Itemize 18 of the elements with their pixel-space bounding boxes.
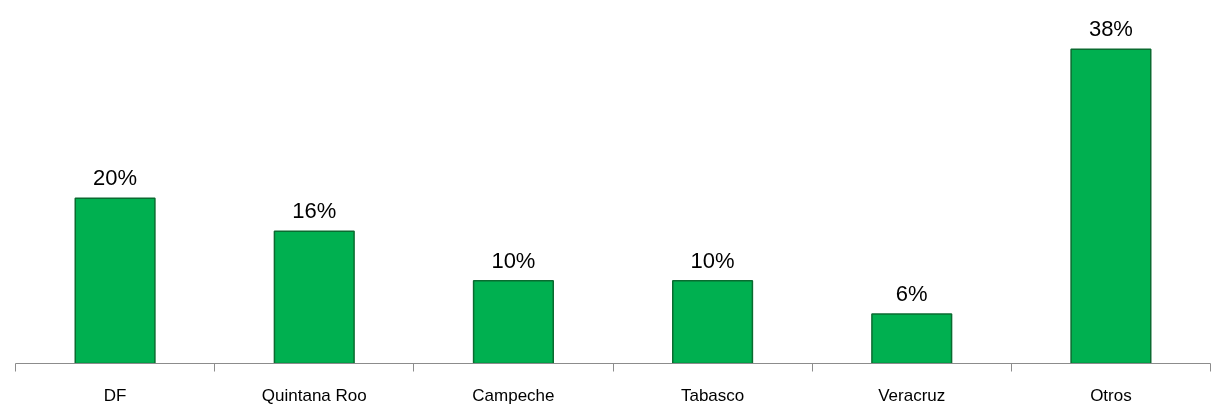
x-tick-label: Tabasco (680, 385, 745, 405)
bar (472, 280, 554, 364)
data-label: 16% (292, 198, 337, 224)
x-tick-label: Veracruz (878, 385, 946, 405)
bar (871, 313, 953, 364)
x-tick-label: DF (103, 385, 127, 405)
x-tick-label: Otros (1090, 385, 1132, 405)
data-label: 10% (491, 247, 536, 273)
data-label: 10% (690, 247, 735, 273)
x-tick-label: Quintana Roo (261, 385, 367, 405)
data-label: 20% (93, 165, 138, 191)
bar (273, 230, 355, 364)
bar (672, 280, 754, 364)
bar (1070, 48, 1152, 364)
x-tick-label: Campeche (472, 385, 555, 405)
bar (74, 197, 156, 364)
data-label: 38% (1088, 16, 1133, 42)
data-label: 6% (895, 280, 928, 306)
